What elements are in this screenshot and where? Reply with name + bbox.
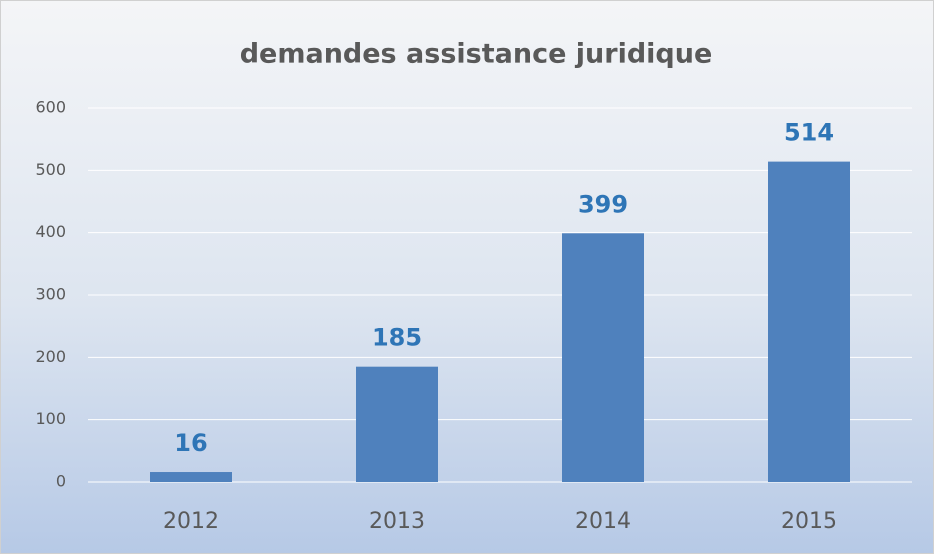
bar <box>768 161 850 482</box>
y-tick-label: 400 <box>35 222 66 241</box>
x-tick-label: 2015 <box>781 509 837 534</box>
chart-title: demandes assistance juridique <box>240 39 713 70</box>
x-tick-label: 2014 <box>575 509 631 534</box>
bar <box>150 472 232 482</box>
y-tick-label: 300 <box>35 285 66 304</box>
y-tick-label: 600 <box>35 98 66 117</box>
data-label: 16 <box>174 429 207 457</box>
data-label: 514 <box>784 119 834 147</box>
y-tick-label: 200 <box>35 347 66 366</box>
bar <box>356 366 438 482</box>
data-label: 399 <box>578 190 628 218</box>
data-label: 185 <box>372 324 422 352</box>
x-tick-label: 2013 <box>369 509 425 534</box>
bar <box>562 233 644 482</box>
y-tick-label: 100 <box>35 409 66 428</box>
x-tick-label: 2012 <box>163 509 219 534</box>
y-tick-label: 500 <box>35 160 66 179</box>
y-tick-label: 0 <box>56 472 66 491</box>
